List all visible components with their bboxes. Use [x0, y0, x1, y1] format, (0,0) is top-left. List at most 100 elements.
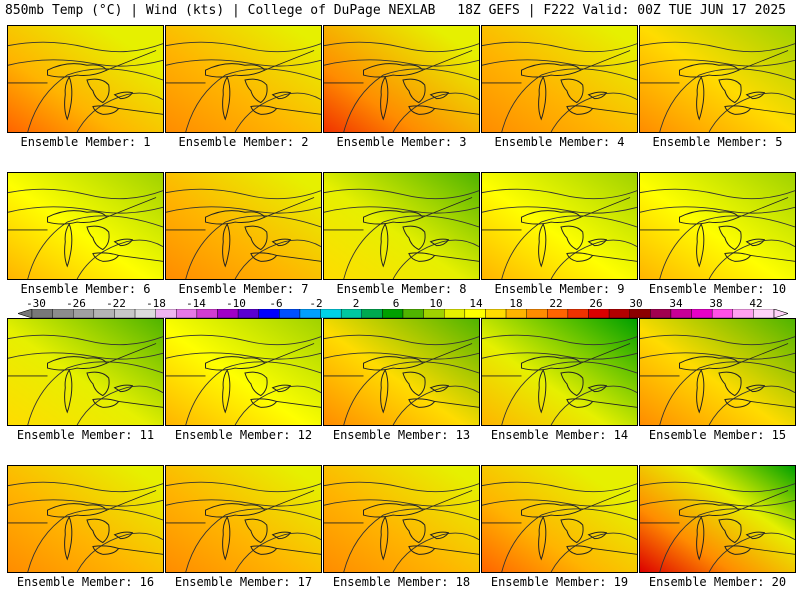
colorbar-swatch	[464, 309, 486, 318]
colorbar-tick-label: 6	[392, 297, 400, 310]
colorbar-swatch	[402, 309, 424, 318]
colorbar-swatch	[588, 309, 610, 318]
colorbar-tick-label: 38	[709, 297, 723, 310]
colorbar-swatch	[753, 309, 775, 318]
ensemble-panel	[481, 318, 638, 426]
colorbar-left-arrow	[18, 309, 33, 318]
ensemble-panel	[7, 172, 164, 280]
colorbar-swatch	[217, 309, 239, 318]
colorbar-swatch	[732, 309, 754, 318]
colorbar-swatch	[134, 309, 156, 318]
ensemble-panel	[481, 25, 638, 133]
panel-map	[8, 319, 163, 425]
ensemble-panel	[7, 25, 164, 133]
panel-map	[324, 26, 479, 132]
ensemble-panel	[7, 465, 164, 573]
colorbar	[18, 309, 788, 318]
valid-time: 18Z GEFS | F222 Valid: 00Z TUE JUN 17 20…	[457, 3, 786, 18]
colorbar-swatch	[629, 309, 651, 318]
colorbar-swatch	[279, 309, 301, 318]
colorbar-swatch	[547, 309, 569, 318]
panel-map	[482, 466, 637, 572]
ensemble-panel	[639, 25, 796, 133]
panel-label: Ensemble Member: 12	[174, 428, 313, 442]
panel-map	[166, 173, 321, 279]
panel-map	[166, 26, 321, 132]
panel-map	[8, 173, 163, 279]
colorbar-tick-label: 42	[749, 297, 763, 310]
colorbar-tick-label: -26	[66, 297, 86, 310]
panel-label: Ensemble Member: 7	[178, 282, 309, 296]
page-title: 850mb Temp (°C) | Wind (kts) | College o…	[5, 3, 436, 18]
panel-map	[324, 466, 479, 572]
panel-label: Ensemble Member: 19	[490, 575, 629, 589]
colorbar-swatch	[31, 309, 53, 318]
panel-label: Ensemble Member: 14	[490, 428, 629, 442]
ensemble-panel	[639, 172, 796, 280]
colorbar-tick-label: 22	[549, 297, 563, 310]
colorbar-swatch	[361, 309, 383, 318]
panel-label: Ensemble Member: 20	[648, 575, 787, 589]
colorbar-swatch	[93, 309, 115, 318]
ensemble-panel	[481, 465, 638, 573]
ensemble-panel	[165, 25, 322, 133]
colorbar-swatch	[299, 309, 321, 318]
panel-map	[482, 319, 637, 425]
panel-map	[482, 173, 637, 279]
ensemble-panel	[165, 318, 322, 426]
colorbar-swatch	[608, 309, 630, 318]
panel-label: Ensemble Member: 2	[178, 135, 309, 149]
panel-label: Ensemble Member: 8	[336, 282, 467, 296]
ensemble-panel	[323, 318, 480, 426]
colorbar-tick-label: -30	[26, 297, 46, 310]
panel-map	[482, 26, 637, 132]
colorbar-swatch	[505, 309, 527, 318]
colorbar-swatch	[670, 309, 692, 318]
colorbar-swatch	[691, 309, 713, 318]
colorbar-swatch	[382, 309, 404, 318]
colorbar-tick-label: 14	[469, 297, 483, 310]
colorbar-swatch	[237, 309, 259, 318]
colorbar-swatch	[52, 309, 74, 318]
colorbar-swatch	[114, 309, 136, 318]
panel-map	[324, 319, 479, 425]
ensemble-panel	[639, 465, 796, 573]
colorbar-graphic	[18, 309, 788, 318]
panel-label: Ensemble Member: 6	[20, 282, 151, 296]
colorbar-tick-label: -18	[146, 297, 166, 310]
colorbar-swatch	[444, 309, 466, 318]
colorbar-swatch	[711, 309, 733, 318]
colorbar-tick-label: 18	[509, 297, 523, 310]
colorbar-swatch	[650, 309, 672, 318]
colorbar-swatch	[320, 309, 342, 318]
panel-map	[8, 466, 163, 572]
colorbar-tick-label: 2	[352, 297, 360, 310]
colorbar-tick-label: 26	[589, 297, 603, 310]
panel-map	[640, 466, 795, 572]
colorbar-swatch	[526, 309, 548, 318]
ensemble-panel	[639, 318, 796, 426]
panel-map	[8, 26, 163, 132]
panel-label: Ensemble Member: 3	[336, 135, 467, 149]
colorbar-swatch	[176, 309, 198, 318]
panel-label: Ensemble Member: 10	[648, 282, 787, 296]
ensemble-panel	[323, 465, 480, 573]
colorbar-tick-label: -22	[106, 297, 126, 310]
ensemble-panel	[323, 25, 480, 133]
panel-map	[166, 319, 321, 425]
panel-map	[640, 26, 795, 132]
panel-label: Ensemble Member: 5	[652, 135, 783, 149]
colorbar-tick-label: 34	[669, 297, 683, 310]
panel-label: Ensemble Member: 9	[494, 282, 625, 296]
colorbar-right-arrow	[773, 309, 788, 318]
colorbar-tick-label: -2	[309, 297, 323, 310]
colorbar-swatch	[567, 309, 589, 318]
panel-label: Ensemble Member: 18	[332, 575, 471, 589]
colorbar-swatch	[258, 309, 280, 318]
panel-map	[640, 173, 795, 279]
ensemble-panel	[7, 318, 164, 426]
ensemble-panel	[165, 465, 322, 573]
colorbar-tick-label: -6	[269, 297, 283, 310]
colorbar-swatch	[73, 309, 95, 318]
colorbar-swatch	[423, 309, 445, 318]
